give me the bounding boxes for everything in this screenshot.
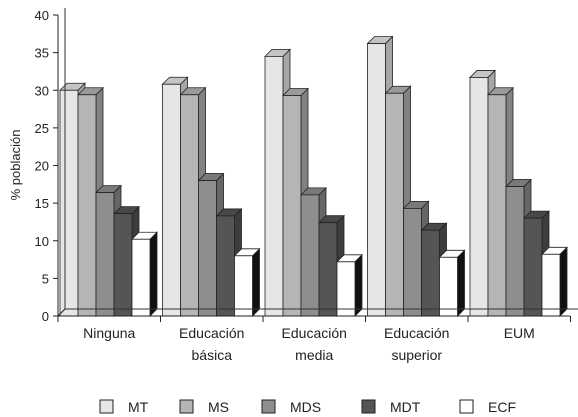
bar-front: [403, 207, 422, 317]
y-tick-label: 25: [35, 121, 49, 136]
legend-swatch: [99, 399, 114, 414]
bar-side: [252, 247, 260, 317]
bar-ECF-0: [131, 231, 158, 317]
bar-front: [367, 43, 386, 317]
x-tick-label: Ninguna: [83, 325, 135, 341]
x-tick-label: EUM: [504, 325, 535, 341]
bar-front: [59, 89, 79, 317]
bar-ECF-3: [438, 249, 466, 317]
legend-item-MDT: MDT: [361, 399, 421, 415]
bar-front: [505, 186, 525, 317]
legend-item-MT: MT: [99, 399, 149, 415]
legend-label: MDS: [290, 399, 321, 415]
bar-front: [264, 55, 284, 317]
legend-swatch: [179, 399, 194, 414]
legend-label: MDT: [390, 399, 421, 415]
bar-front: [216, 215, 235, 317]
y-tick-label: 0: [42, 309, 49, 324]
y-axis-label: % población: [8, 130, 23, 201]
bar-front: [162, 83, 181, 317]
bar-side: [149, 231, 158, 317]
plot-area: [59, 35, 568, 317]
bar-side: [354, 253, 363, 317]
bar-front: [180, 94, 199, 317]
y-tick-label: 20: [35, 159, 49, 174]
y-tick-label: 10: [35, 234, 49, 249]
bar-front: [439, 256, 458, 317]
bar-front: [113, 213, 133, 317]
bar-front: [469, 77, 489, 317]
legend-item-MDS: MDS: [261, 399, 321, 415]
bar-front: [77, 94, 97, 317]
x-tick-label: superior: [391, 347, 442, 363]
x-tick-label: Educación: [282, 325, 347, 341]
legend-label: ECF: [488, 399, 516, 415]
axes: 0 5 10 15 20 25 30 35 40 Ninguna Educación básica Ed…: [35, 8, 578, 363]
x-tick-label: básica: [192, 347, 233, 363]
bar-ECF-2: [336, 253, 363, 317]
legend-swatch: [361, 399, 376, 414]
y-tick-label: 15: [35, 196, 49, 211]
y-tick-label: 35: [35, 46, 49, 61]
legend-item-MS: MS: [179, 399, 229, 415]
bar-front: [282, 95, 302, 317]
bar-front: [95, 192, 115, 317]
bar-front: [300, 194, 320, 317]
bar-side: [559, 246, 568, 317]
bar-front: [523, 217, 543, 317]
legend-swatch: [459, 399, 474, 414]
y-tick-label: 30: [35, 83, 49, 98]
bar-front: [234, 255, 253, 317]
y-tick-label: 40: [35, 8, 49, 23]
legend-label: MT: [128, 399, 149, 415]
x-tick-label: media: [295, 347, 333, 363]
bar-front: [318, 222, 338, 317]
x-tick-label: Educación: [384, 325, 449, 341]
bar-side: [457, 249, 465, 317]
bar-front: [131, 238, 151, 317]
legend: MT MS MDS MDT ECF: [99, 399, 516, 415]
bar-front: [385, 92, 404, 317]
bar-front: [198, 180, 217, 317]
y-tick-label: 5: [42, 271, 49, 286]
bar-ECF-1: [233, 247, 261, 317]
bar-front: [336, 261, 356, 317]
legend-item-ECF: ECF: [459, 399, 516, 415]
bar-ECF-4: [541, 246, 568, 317]
floor-edge: [57, 308, 578, 317]
legend-swatch: [261, 399, 276, 414]
bar-front: [421, 229, 440, 317]
bar-front: [487, 94, 507, 317]
legend-label: MS: [208, 399, 229, 415]
bar-front: [541, 253, 561, 317]
x-tick-label: Educación: [179, 325, 244, 341]
